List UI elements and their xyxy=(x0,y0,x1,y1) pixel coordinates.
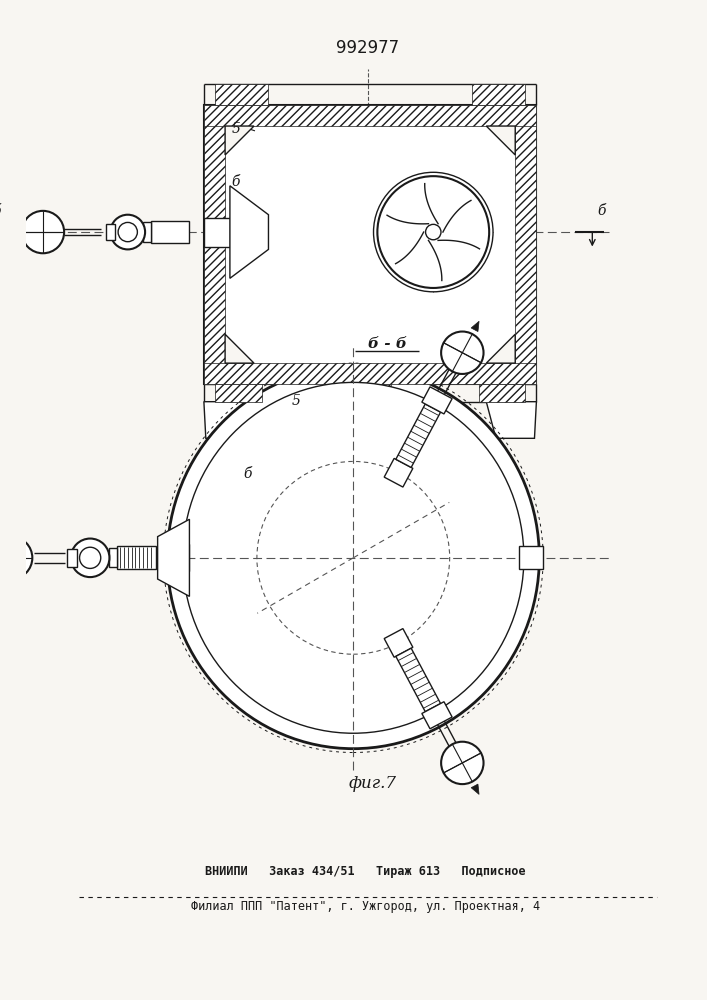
Bar xyxy=(204,105,537,126)
Text: ВНИИПИ   Заказ 434/51   Тираж 613   Подписное: ВНИИПИ Заказ 434/51 Тираж 613 Подписное xyxy=(206,865,526,878)
Text: 5: 5 xyxy=(291,394,300,408)
Text: б: б xyxy=(0,204,1,218)
Polygon shape xyxy=(422,387,452,414)
Ellipse shape xyxy=(182,382,524,733)
Circle shape xyxy=(71,539,110,577)
Text: фиг.7: фиг.7 xyxy=(349,775,397,792)
Circle shape xyxy=(441,332,484,374)
Text: б: б xyxy=(597,204,606,218)
Circle shape xyxy=(0,537,33,579)
Bar xyxy=(216,84,269,105)
Circle shape xyxy=(22,211,64,253)
Circle shape xyxy=(80,547,101,568)
Text: б: б xyxy=(244,467,252,481)
Polygon shape xyxy=(486,126,515,155)
Bar xyxy=(144,222,151,242)
Polygon shape xyxy=(486,334,515,363)
Circle shape xyxy=(441,742,484,784)
Polygon shape xyxy=(225,126,254,155)
Bar xyxy=(344,384,391,402)
Bar xyxy=(204,363,537,384)
Bar xyxy=(170,544,189,571)
Polygon shape xyxy=(486,402,537,438)
Polygon shape xyxy=(471,784,479,794)
Bar xyxy=(67,549,76,567)
Text: 992977: 992977 xyxy=(336,39,399,57)
Circle shape xyxy=(110,215,145,249)
Bar xyxy=(105,224,115,240)
Polygon shape xyxy=(158,519,189,596)
Polygon shape xyxy=(384,458,413,487)
Polygon shape xyxy=(422,702,452,729)
Bar xyxy=(479,384,525,402)
Polygon shape xyxy=(384,629,413,657)
Bar xyxy=(151,221,189,243)
Text: б - б: б - б xyxy=(368,337,407,351)
Bar xyxy=(204,218,230,247)
Bar xyxy=(519,546,543,569)
Bar xyxy=(110,548,117,567)
Polygon shape xyxy=(396,404,440,467)
Text: фиг.б: фиг.б xyxy=(354,453,401,470)
Bar xyxy=(117,546,156,569)
Text: 5: 5 xyxy=(231,122,240,136)
Polygon shape xyxy=(471,321,479,332)
Circle shape xyxy=(118,222,137,242)
Polygon shape xyxy=(204,402,254,438)
Bar xyxy=(515,105,537,384)
Circle shape xyxy=(378,176,489,288)
Text: б: б xyxy=(231,175,240,189)
Polygon shape xyxy=(230,186,269,278)
Circle shape xyxy=(373,172,493,292)
Bar xyxy=(204,105,537,384)
Bar xyxy=(472,84,525,105)
Bar xyxy=(204,105,225,384)
Ellipse shape xyxy=(168,367,539,749)
Polygon shape xyxy=(225,334,254,363)
Polygon shape xyxy=(396,648,440,712)
Bar xyxy=(216,384,262,402)
Text: Филиал ППП "Патент", г. Ужгород, ул. Проектная, 4: Филиал ППП "Патент", г. Ужгород, ул. Про… xyxy=(192,900,540,913)
Circle shape xyxy=(426,224,441,240)
